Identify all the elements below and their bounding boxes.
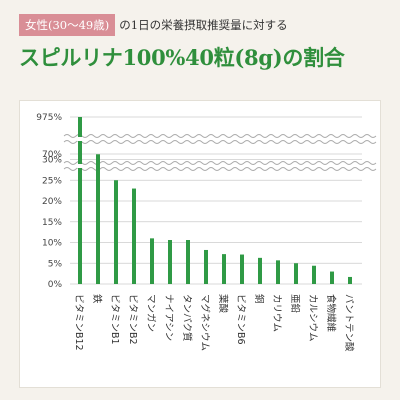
category-label-text: マンガン bbox=[145, 294, 156, 332]
category-label: 亜鉛 bbox=[289, 294, 301, 314]
bars bbox=[77, 117, 352, 284]
bar bbox=[78, 117, 82, 284]
bar bbox=[132, 188, 136, 284]
category-label: マンガン bbox=[145, 294, 156, 332]
category-label: ビタミンB6 bbox=[235, 294, 246, 345]
bar-break-gap bbox=[77, 164, 83, 168]
category-label: ビタミンB12 bbox=[73, 294, 84, 351]
axis-break-mask bbox=[68, 134, 370, 144]
grid-lines bbox=[70, 116, 362, 285]
bar bbox=[150, 238, 154, 284]
category-label-text: ビタミンB2 bbox=[127, 294, 138, 345]
category-labels: ビタミンB12 鉄ビタミンB1 ビタミンB2 マンガン ナイアシン タンパク質 マグネシウム… bbox=[73, 294, 355, 352]
category-label-text: 食物繊維 bbox=[325, 294, 337, 333]
header: 女性(30〜49歳) の1日の栄養摂取推奨量に対する スピルリナ100%40粒(… bbox=[0, 0, 400, 82]
category-label: ビタミンB2 bbox=[127, 294, 138, 345]
bar bbox=[186, 240, 190, 284]
bar bbox=[312, 265, 316, 284]
category-label-text: 葉酸 bbox=[217, 294, 229, 314]
axis-break-wave bbox=[63, 134, 377, 138]
subtitle-text: の1日の栄養摂取推奨量に対する bbox=[119, 18, 288, 32]
axis-break-wave bbox=[63, 167, 377, 171]
bar bbox=[294, 263, 298, 284]
subtitle-row: 女性(30〜49歳) の1日の栄養摂取推奨量に対する bbox=[19, 12, 288, 38]
category-label: マグネシウム bbox=[199, 294, 211, 351]
axis-break-wave bbox=[63, 161, 377, 165]
bar bbox=[348, 276, 352, 284]
bar bbox=[222, 254, 226, 284]
category-label: 銅 bbox=[253, 294, 265, 304]
bar bbox=[114, 180, 118, 284]
category-label: ナイアシン bbox=[163, 294, 174, 341]
axis-break-mask bbox=[68, 161, 370, 171]
bar bbox=[330, 271, 334, 284]
category-label-text: パントテン酸 bbox=[343, 294, 355, 352]
y-tick-label: 25% bbox=[42, 176, 62, 186]
category-label: ビタミンB1 bbox=[109, 294, 120, 345]
category-label-text: カルシウム bbox=[307, 294, 318, 342]
y-tick-label: 5% bbox=[48, 259, 63, 269]
y-tick-label: 0% bbox=[48, 280, 63, 290]
category-label: パントテン酸 bbox=[343, 294, 355, 352]
category-label-text: ビタミンB12 bbox=[73, 294, 84, 351]
chart-panel: 0% 5% 10% 15% 20% 25% 30% 70% 975% ビタミンB12 鉄ビタミンB… bbox=[19, 100, 381, 388]
category-label: カルシウム bbox=[307, 294, 318, 342]
bar-chart: 0%5%10%15%20%25%30%70%975% ビタミンB12 鉄ビタミンB… bbox=[36, 113, 377, 352]
bar bbox=[258, 257, 262, 284]
category-label-text: 銅 bbox=[253, 294, 265, 304]
y-tick-label: 10% bbox=[42, 239, 62, 249]
category-label-text: 亜鉛 bbox=[289, 294, 301, 314]
category-label: 葉酸 bbox=[217, 294, 229, 314]
category-label-text: ナイアシン bbox=[163, 294, 174, 341]
axis-breaks bbox=[63, 134, 377, 171]
y-tick-labels: 0% 5% 10% 15% 20% 25% 30%70% 975% bbox=[36, 113, 62, 290]
category-label-text: 鉄 bbox=[91, 294, 103, 304]
bar bbox=[240, 254, 244, 284]
y-tick-label: 70% bbox=[42, 150, 62, 160]
page-title: スピルリナ100%40粒(8g)の割合 bbox=[19, 45, 345, 70]
category-label-text: ビタミンB1 bbox=[109, 294, 120, 345]
bar bbox=[96, 154, 100, 284]
category-label-text: マグネシウム bbox=[199, 294, 211, 351]
axis-break-wave bbox=[63, 140, 377, 144]
category-label: タンパク質 bbox=[181, 294, 193, 342]
category-label-text: ビタミンB6 bbox=[235, 294, 246, 345]
y-tick-label: 15% bbox=[42, 218, 62, 228]
category-label-text: タンパク質 bbox=[181, 294, 193, 342]
category-label-text: カリウム bbox=[271, 294, 282, 332]
bar-break-gap bbox=[77, 137, 83, 141]
bar bbox=[204, 249, 208, 284]
bar bbox=[168, 240, 172, 284]
category-label: 食物繊維 bbox=[325, 294, 337, 333]
category-label: 鉄 bbox=[91, 294, 103, 304]
bar bbox=[276, 260, 280, 284]
category-label: カリウム bbox=[271, 294, 282, 332]
y-tick-label: 20% bbox=[42, 197, 62, 207]
y-tick-label: 975% bbox=[36, 113, 62, 123]
target-badge: 女性(30〜49歳) bbox=[19, 14, 116, 36]
y-tick-label: 30% bbox=[42, 156, 62, 166]
